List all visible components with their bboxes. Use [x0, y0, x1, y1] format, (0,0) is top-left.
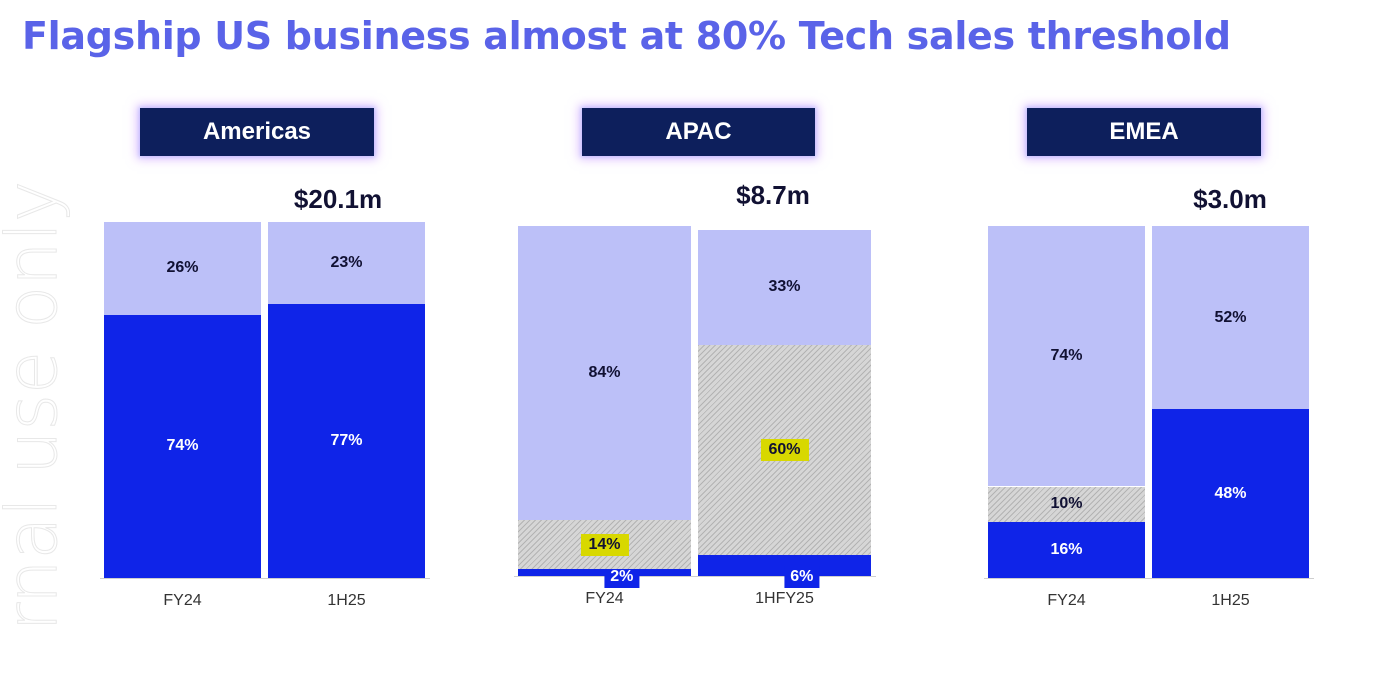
watermark: rnal use only	[0, 180, 74, 632]
bar-segment-grey-hatch: 10%	[988, 486, 1145, 522]
data-label: 77%	[330, 431, 363, 449]
bar-segment-dark-blue: 74%	[104, 314, 261, 578]
data-label: 52%	[1214, 308, 1247, 326]
region-header-americas: Americas	[140, 108, 374, 156]
bar-segment-light-blue: 23%	[268, 222, 425, 304]
bar-segment-light-blue: 33%	[698, 229, 871, 345]
region-header-apac: APAC	[582, 108, 815, 156]
bar-segment-dark-blue: 16%	[988, 521, 1145, 578]
data-label: 14%	[580, 533, 629, 556]
region-total-americas: $20.1m	[293, 184, 383, 214]
axis-baseline	[100, 578, 430, 579]
bar-segment-dark-blue: 2%	[518, 566, 691, 588]
axis-baseline	[514, 576, 876, 577]
bar-americas-fy24: 74% 26%	[104, 222, 261, 578]
data-label: 84%	[588, 364, 621, 381]
bar-emea-fy24: 16% 10% 74%	[988, 226, 1145, 578]
category-label: FY24	[163, 592, 202, 609]
data-label: 48%	[1214, 484, 1247, 502]
data-label: 10%	[1050, 495, 1083, 513]
data-label: 23%	[330, 253, 363, 271]
data-label: 26%	[166, 259, 199, 277]
data-label: 74%	[1050, 347, 1083, 365]
data-label: 33%	[768, 278, 801, 296]
page-title: Flagship US business almost at 80% Tech …	[22, 14, 1231, 58]
category-label: FY24	[585, 590, 624, 607]
bar-segment-light-blue: 52%	[1152, 226, 1309, 410]
bar-segment-dark-blue: 48%	[1152, 409, 1309, 578]
category-label: 1H25	[1211, 592, 1250, 609]
bar-emea-1h25: 48% 52%	[1152, 226, 1309, 578]
bar-americas-1h25: 77% 23%	[268, 222, 425, 578]
bar-apac-1hfy25: 6% 60% 33%	[698, 226, 871, 588]
bar-segment-grey-hatch: 14%	[518, 520, 691, 569]
bar-segment-dark-blue: 77%	[268, 303, 425, 578]
region-total-emea: $3.0m	[1193, 184, 1267, 214]
region-total-apac: $8.7m	[736, 180, 810, 210]
axis-baseline	[984, 578, 1314, 579]
data-label: 2%	[604, 566, 640, 588]
bar-segment-light-blue: 84%	[518, 226, 691, 520]
data-label: 60%	[760, 439, 809, 461]
category-label: 1HFY25	[755, 590, 814, 607]
data-label: 6%	[784, 566, 820, 588]
bar-segment-light-blue: 26%	[104, 222, 261, 315]
bar-segment-grey-hatch: 60%	[698, 345, 871, 555]
category-label: FY24	[1047, 592, 1086, 609]
data-label: 16%	[1050, 540, 1083, 558]
data-label: 74%	[166, 437, 199, 455]
region-header-emea: EMEA	[1027, 108, 1261, 156]
bar-apac-fy24: 2% 14% 84%	[518, 226, 691, 588]
bar-segment-dark-blue: 6%	[698, 555, 871, 588]
category-label: 1H25	[327, 592, 366, 609]
bar-segment-light-blue: 74%	[988, 226, 1145, 487]
